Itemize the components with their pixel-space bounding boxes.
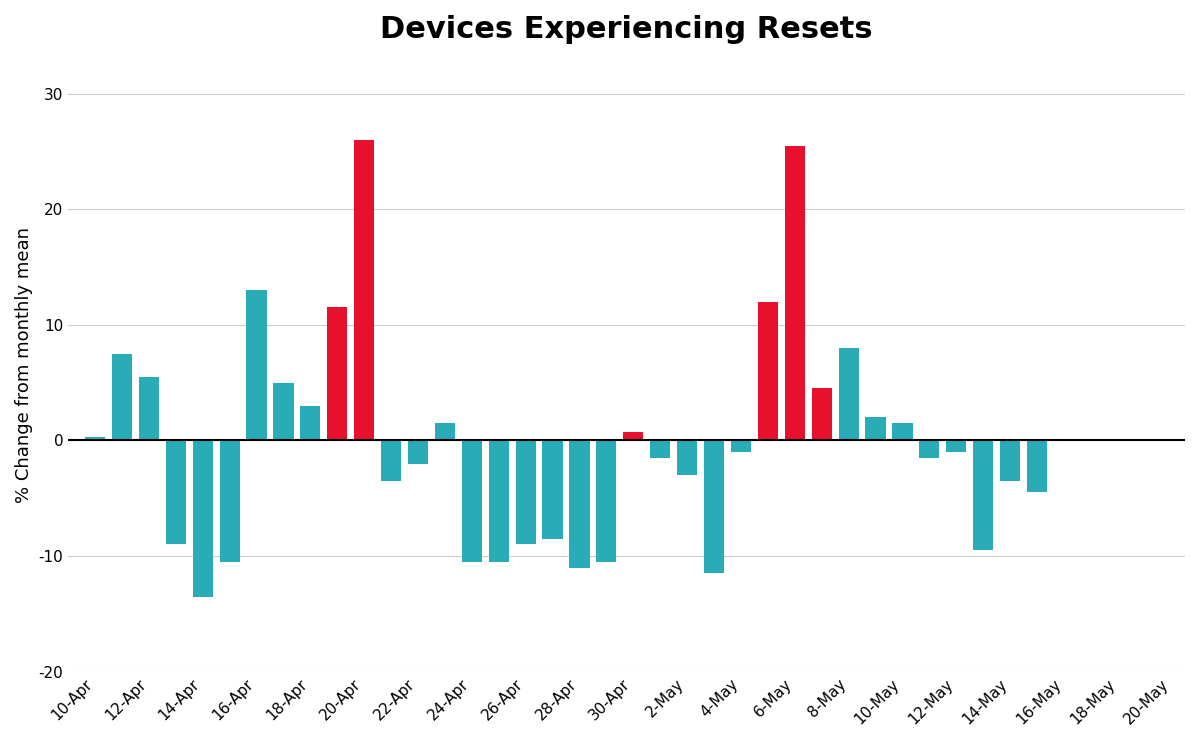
Bar (785, 145, 805, 441)
Bar (382, 441, 401, 481)
Bar (1000, 441, 1020, 481)
Bar (839, 348, 859, 441)
Bar (757, 302, 778, 441)
Bar (1027, 441, 1048, 493)
Bar (596, 441, 617, 562)
Bar (973, 441, 994, 551)
Bar (300, 406, 320, 441)
Bar (677, 441, 697, 475)
Bar (246, 290, 266, 441)
Bar (85, 437, 106, 441)
Bar (811, 388, 832, 441)
Bar (434, 423, 455, 441)
Bar (166, 441, 186, 545)
Bar (542, 441, 563, 539)
Bar (328, 307, 347, 441)
Bar (919, 441, 940, 458)
Bar (516, 441, 535, 545)
Bar (112, 354, 132, 441)
Bar (893, 423, 912, 441)
Bar (569, 441, 589, 568)
Bar (354, 139, 374, 441)
Bar (193, 441, 212, 597)
Bar (865, 417, 886, 441)
Bar (731, 441, 751, 452)
Bar (274, 383, 294, 441)
Bar (139, 377, 158, 441)
Bar (408, 441, 428, 464)
Bar (650, 441, 671, 458)
Title: Devices Experiencing Resets: Devices Experiencing Resets (380, 15, 872, 44)
Bar (462, 441, 482, 562)
Bar (704, 441, 724, 574)
Bar (488, 441, 509, 562)
Bar (946, 441, 966, 452)
Bar (623, 433, 643, 441)
Bar (220, 441, 240, 562)
Y-axis label: % Change from monthly mean: % Change from monthly mean (16, 227, 34, 503)
